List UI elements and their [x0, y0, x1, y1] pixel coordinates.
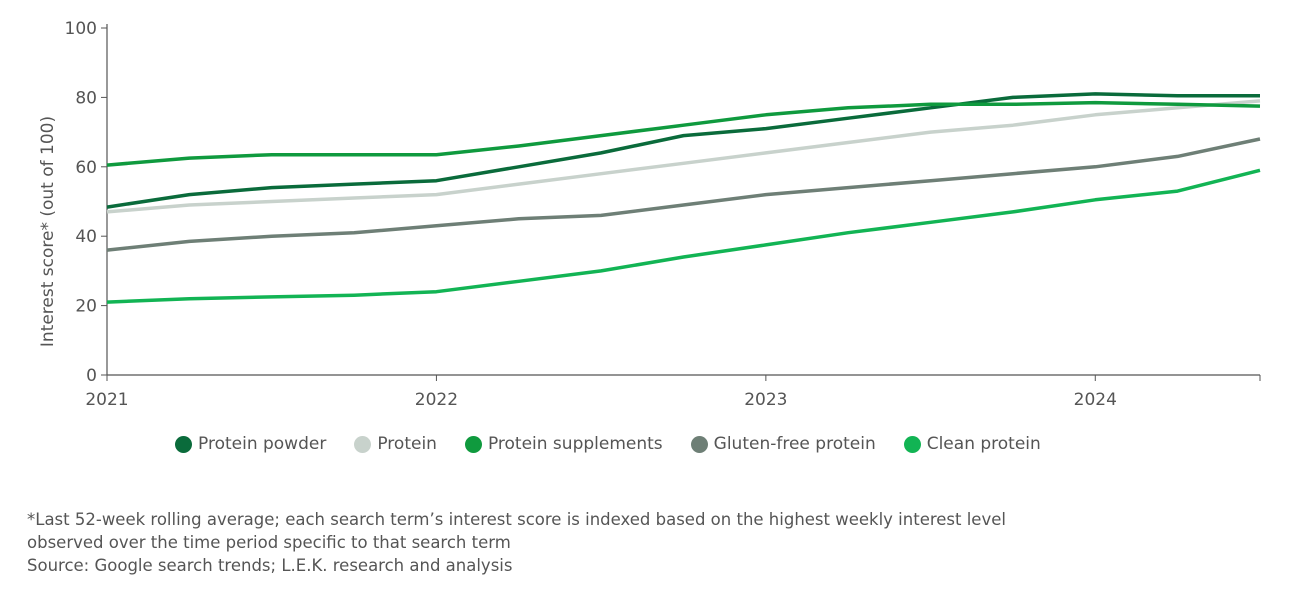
- x-tick-label: 2024: [1074, 390, 1117, 410]
- series-line-protein-supplements: [106, 100, 1261, 167]
- series-line-protein-powder: [106, 92, 1260, 209]
- legend-item-gluten-free-protein: Gluten-free protein: [690, 434, 876, 454]
- x-tick-label: 2023: [744, 390, 787, 410]
- y-tick-label: 100: [65, 19, 97, 39]
- legend-item-protein-powder: Protein powder: [175, 434, 326, 454]
- legend-label: Gluten-free protein: [713, 434, 876, 454]
- footnote: *Last 52-week rolling average; each sear…: [27, 510, 1006, 529]
- legend-item-clean-protein: Clean protein: [903, 434, 1041, 454]
- series-line-protein: [106, 99, 1261, 214]
- series-line-clean-protein: [106, 168, 1261, 304]
- legend-label: Protein powder: [198, 434, 327, 454]
- y-tick-label: 0: [86, 366, 97, 386]
- legend-swatch: [464, 435, 482, 453]
- legend-swatch: [354, 435, 372, 453]
- legend-label: Protein supplements: [487, 434, 663, 454]
- source-note: Source: Google search trends; L.E.K. res…: [27, 556, 513, 575]
- y-tick-label: 20: [75, 297, 97, 317]
- x-tick-label: 2022: [415, 390, 458, 410]
- x-tick-label: 2021: [85, 390, 128, 410]
- y-tick-label: 40: [75, 227, 97, 247]
- y-axis-label: Interest score* (out of 100): [38, 116, 58, 347]
- legend-swatch: [175, 435, 192, 453]
- legend-item-protein: Protein: [354, 434, 437, 454]
- y-tick-label: 60: [75, 158, 97, 178]
- line-chart: 0 20 40 60 80 100 2021 2022 2023 2024 Interest sco…: [38, 19, 1261, 410]
- footnote: observed over the time period specific t…: [27, 533, 511, 552]
- series-line-gluten-free-protein: [106, 137, 1261, 252]
- legend-item-protein-supplements: Protein supplements: [464, 434, 663, 454]
- legend-label: Protein: [377, 434, 437, 454]
- legend-label: Clean protein: [926, 434, 1041, 454]
- legend: Protein powder Protein Protein supplemen…: [175, 434, 1041, 454]
- footnotes: *Last 52-week rolling average; each sear…: [27, 508, 1006, 577]
- legend-swatch: [690, 435, 708, 453]
- legend-swatch: [903, 435, 921, 453]
- y-tick-label: 80: [75, 88, 97, 108]
